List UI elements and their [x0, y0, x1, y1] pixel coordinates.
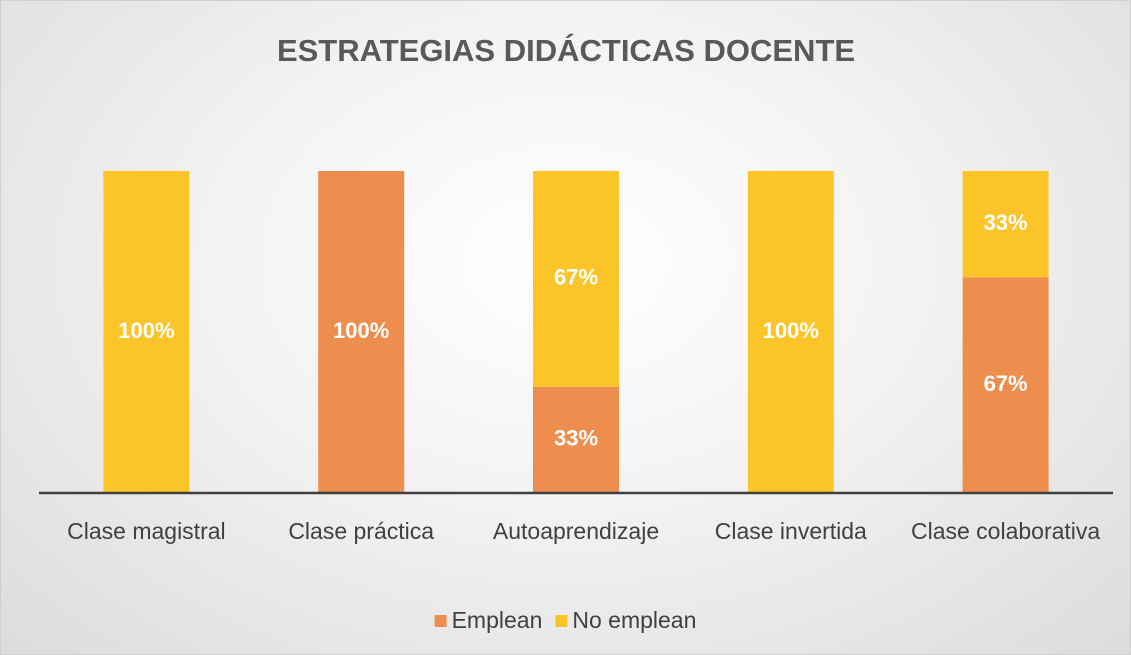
x-tick-label: Clase magistral [67, 518, 226, 544]
chart-title: ESTRATEGIAS DIDÁCTICAS DOCENTE [277, 33, 855, 68]
legend-label: No emplean [572, 607, 696, 633]
data-label: 100% [333, 318, 389, 343]
bar-segment [962, 277, 1049, 493]
data-label: 100% [118, 318, 174, 343]
data-label: 67% [554, 265, 598, 290]
bar-segment [533, 171, 619, 387]
bar-segment [533, 386, 619, 493]
data-label: 100% [763, 318, 819, 343]
legend-label: Emplean [452, 607, 543, 633]
bar-segment [103, 171, 190, 493]
data-label: 67% [984, 371, 1028, 396]
bar-segment [318, 171, 405, 493]
x-tick-label: Clase práctica [288, 518, 435, 544]
bar-segment [747, 171, 834, 493]
legend-swatch [555, 615, 568, 627]
bar-segment [962, 171, 1049, 278]
data-label: 33% [984, 210, 1028, 235]
legend-swatch [434, 615, 447, 627]
x-tick-label: Clase colaborativa [910, 518, 1101, 544]
x-tick-label: Clase invertida [714, 518, 867, 544]
data-label: 33% [554, 426, 598, 451]
x-tick-label: Autoaprendizaje [492, 518, 660, 544]
